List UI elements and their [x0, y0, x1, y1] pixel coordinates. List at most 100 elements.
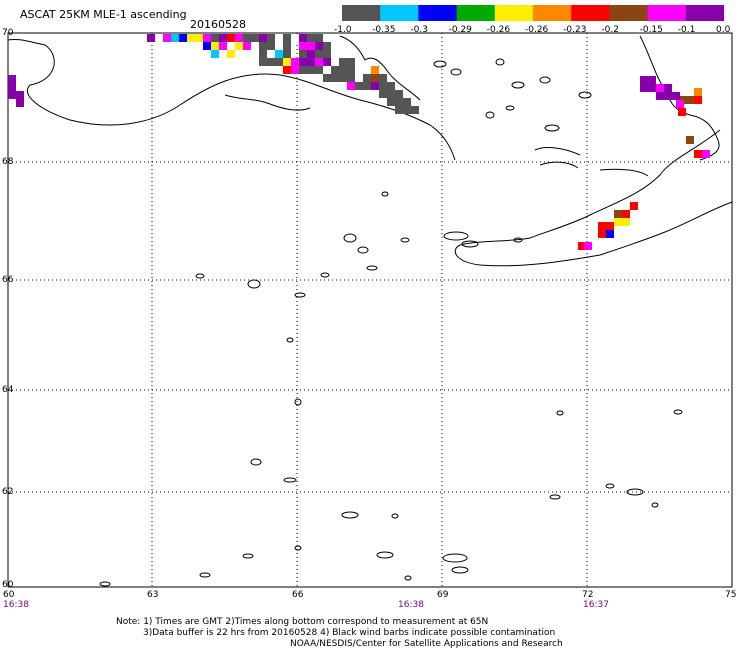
- data-pixel: [339, 74, 347, 82]
- data-pixel: [331, 74, 339, 82]
- data-pixel: [299, 50, 307, 58]
- data-pixel: [694, 88, 702, 96]
- time-label-right: 16:37: [583, 600, 609, 610]
- data-pixel: [307, 42, 315, 50]
- lon-label-60: 60: [3, 590, 15, 600]
- color-scale-label: -0.1: [677, 25, 696, 35]
- data-pixel: [403, 98, 411, 106]
- data-pixel: [678, 108, 686, 116]
- data-pixel: [363, 74, 371, 82]
- data-pixel: [163, 34, 171, 42]
- data-pixel: [640, 76, 648, 84]
- data-pixel: [614, 218, 622, 226]
- color-scale-label: -0.23: [563, 25, 587, 35]
- data-pixel: [155, 34, 163, 42]
- data-pixel: [395, 106, 403, 114]
- color-scale-label: -0.2: [601, 25, 619, 35]
- map-frame: [7, 32, 733, 588]
- data-pixel: [259, 34, 267, 42]
- data-pixel: [283, 50, 291, 58]
- data-pixel: [283, 42, 291, 50]
- data-pixel: [387, 90, 395, 98]
- data-pixel: [379, 74, 387, 82]
- data-pixel: [648, 84, 656, 92]
- color-swatch: [685, 5, 725, 21]
- data-pixel: [16, 99, 24, 107]
- lon-label-75: 75: [725, 590, 737, 600]
- data-pixel: [8, 83, 16, 91]
- data-pixel: [8, 75, 16, 83]
- data-pixel: [283, 66, 291, 74]
- data-pixel: [227, 50, 235, 58]
- data-pixel: [640, 84, 648, 92]
- data-pixel: [339, 66, 347, 74]
- color-scale-labels: -1.0 -0.35 -0.3 -0.29 -0.26 -0.26 -0.23 -0.2 -0.…: [330, 25, 740, 37]
- data-pixel: [315, 50, 323, 58]
- data-pixel: [291, 58, 299, 66]
- lat-label-60: 60: [2, 580, 14, 590]
- data-pixel: [243, 34, 251, 42]
- lat-label-70: 70: [2, 28, 14, 38]
- data-pixel: [179, 34, 187, 42]
- data-pixel: [656, 92, 664, 100]
- data-pixel: [251, 34, 259, 42]
- data-pixel: [219, 34, 227, 42]
- data-pixel: [267, 58, 275, 66]
- note-line-3: NOAA/NESDIS/Center for Satellite Applica…: [290, 639, 563, 649]
- data-pixel: [203, 34, 211, 42]
- note-line-2: 3)Data buffer is 22 hrs from 20160528 4)…: [143, 628, 556, 638]
- color-swatch: [456, 5, 496, 21]
- color-scale-label: -1.0: [334, 25, 352, 35]
- color-scale-bar: [342, 5, 725, 21]
- data-pixel: [315, 34, 323, 42]
- data-pixel: [363, 82, 371, 90]
- data-pixel: [606, 222, 614, 230]
- lat-label-62: 62: [2, 487, 14, 497]
- lon-label-69: 69: [437, 590, 449, 600]
- data-pixel: [259, 58, 267, 66]
- lon-label-66: 66: [292, 590, 304, 600]
- data-pixel: [648, 76, 656, 84]
- data-pixel: [219, 50, 227, 58]
- data-pixel: [299, 34, 307, 42]
- lat-label-66: 66: [2, 275, 14, 285]
- island-outlines: [99, 58, 683, 587]
- data-pixel: [614, 210, 622, 218]
- data-pixel: [267, 42, 275, 50]
- data-pixel: [291, 66, 299, 74]
- lat-label-64: 64: [2, 385, 14, 395]
- data-pixel: [694, 150, 702, 158]
- data-pixel: [630, 202, 638, 210]
- data-pixel: [656, 84, 664, 92]
- color-scale-label: -0.15: [639, 25, 663, 35]
- data-pixel: [403, 106, 411, 114]
- data-pixel: [355, 82, 363, 90]
- map-title: ASCAT 25KM MLE-1 ascending: [20, 8, 187, 21]
- color-swatch: [494, 5, 534, 21]
- data-pixel: [299, 42, 307, 50]
- data-pixel: [275, 58, 283, 66]
- data-pixel: [235, 34, 243, 42]
- color-swatch: [342, 5, 381, 21]
- data-pixel: [195, 34, 203, 42]
- data-pixel: [347, 74, 355, 82]
- data-pixel: [235, 42, 243, 50]
- data-pixel: [598, 230, 606, 238]
- data-pixel: [323, 42, 331, 50]
- data-pixel: [315, 66, 323, 74]
- data-pixel: [598, 222, 606, 230]
- data-pixel: [211, 34, 219, 42]
- color-swatch: [380, 5, 419, 21]
- data-pixel: [211, 50, 219, 58]
- data-pixel: [664, 92, 672, 100]
- data-pixel: [347, 66, 355, 74]
- data-pixel: [307, 58, 315, 66]
- coastline-map: [7, 35, 733, 267]
- data-pixel: [187, 34, 195, 42]
- data-pixel: [275, 34, 283, 42]
- data-pixel: [664, 84, 672, 92]
- data-pixel: [395, 98, 403, 106]
- data-pixel: [259, 50, 267, 58]
- time-label-center: 16:38: [398, 600, 424, 610]
- data-pixel: [387, 82, 395, 90]
